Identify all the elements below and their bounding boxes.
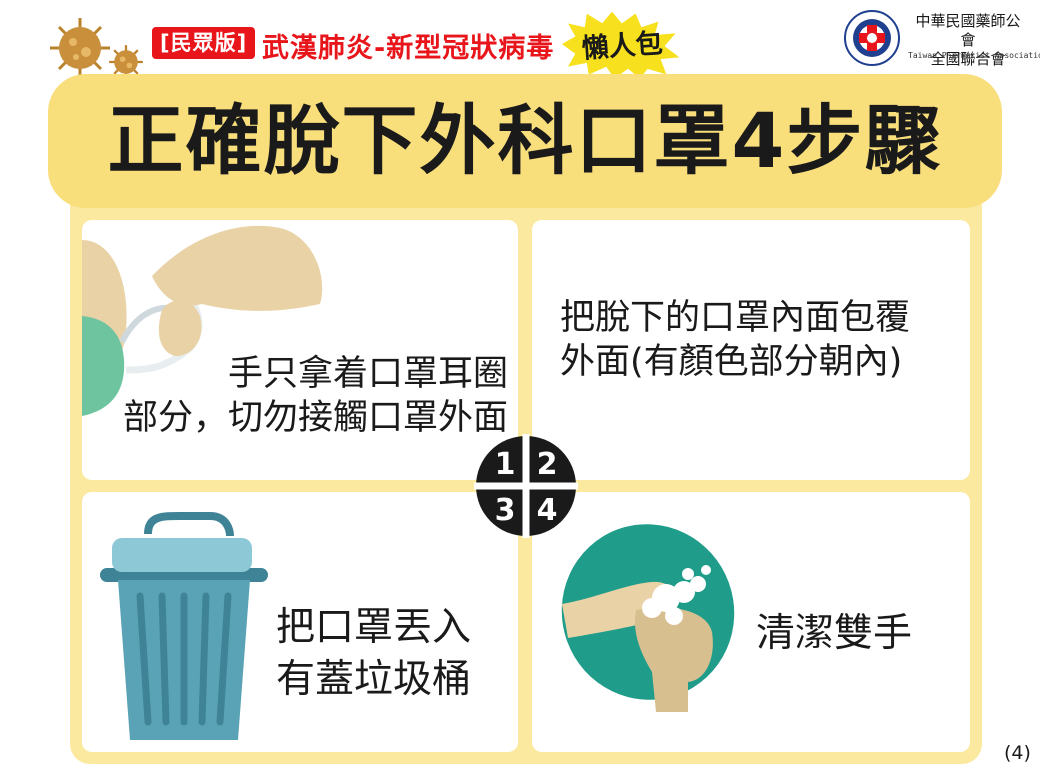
org-name-line2: 全國聯合會 bbox=[930, 50, 1006, 68]
pharmacist-association-logo bbox=[844, 10, 900, 66]
step-2-text: 把脫下的口罩內面包覆 外面(有顏色部分朝內) bbox=[560, 298, 911, 382]
edition-tag: [民眾版] bbox=[152, 27, 256, 59]
step-number-1: 1 bbox=[495, 447, 516, 482]
step-number-2: 2 bbox=[537, 447, 558, 482]
org-name-line1: 中華民國藥師公會 bbox=[915, 12, 1021, 49]
series-title: 武漢肺炎-新型冠狀病毒 bbox=[262, 33, 555, 64]
org-name: 中華民國藥師公會 全國聯合會 bbox=[912, 12, 1024, 69]
step-3-text: 把口罩丟入 有蓋垃圾桶 bbox=[276, 605, 472, 702]
badge-label: 懶人包 bbox=[580, 28, 664, 65]
step-1-text: 手只拿着口罩耳圈 部分，切勿接觸口罩外面 bbox=[122, 354, 508, 438]
page-number: (4) bbox=[1004, 742, 1031, 764]
virus-icon bbox=[50, 18, 110, 78]
step-number-3: 3 bbox=[495, 493, 516, 528]
step-number-4: 4 bbox=[537, 493, 558, 528]
step-number-dial: 1 2 3 4 bbox=[474, 434, 578, 538]
burst-badge-icon bbox=[558, 8, 684, 82]
virus-icon bbox=[109, 45, 143, 79]
hand-washing-illustration bbox=[561, 524, 735, 712]
trash-bin-icon bbox=[100, 512, 268, 740]
step-card-4 bbox=[532, 492, 970, 752]
page-title: 正確脫下外科口罩4步驟 bbox=[107, 96, 943, 185]
title-band bbox=[48, 74, 1002, 208]
org-name-en: Taiwan Pharmacist Association bbox=[908, 51, 1040, 60]
step-card-3 bbox=[82, 492, 518, 752]
step-card-2 bbox=[532, 220, 970, 480]
step-card-1 bbox=[82, 220, 518, 480]
step-4-text: 清潔雙手 bbox=[756, 611, 913, 656]
hand-removing-mask-illustration bbox=[82, 225, 323, 416]
